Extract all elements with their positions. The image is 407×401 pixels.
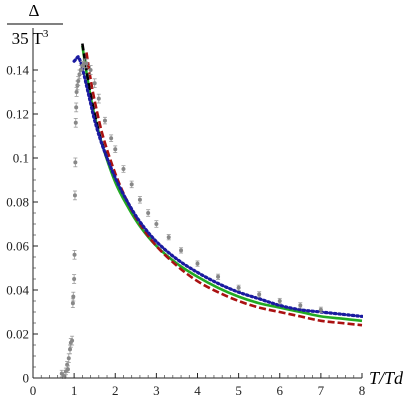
data-point: [137, 196, 142, 204]
data-point-marker: [216, 274, 221, 279]
data-point: [298, 302, 303, 309]
data-point: [109, 134, 114, 142]
data-point-marker: [71, 294, 76, 299]
data-point-marker: [154, 222, 159, 226]
y-tick-label: 0.06: [6, 239, 29, 254]
data-point: [277, 297, 282, 305]
y-tick-label: 0.12: [6, 107, 29, 122]
y-tick-label: 0.02: [6, 327, 29, 342]
data-point: [72, 274, 77, 284]
data-point: [154, 220, 159, 228]
data-point: [88, 65, 93, 75]
y-tick-label: 0: [23, 371, 30, 386]
data-point: [318, 306, 323, 313]
data-point-marker: [66, 356, 71, 361]
data-point: [113, 145, 118, 153]
data-point-marker: [96, 96, 101, 101]
data-point: [129, 180, 134, 189]
data-point-marker: [74, 105, 79, 110]
data-point-marker: [72, 252, 77, 257]
x-tick-label: 5: [235, 383, 242, 398]
data-point: [216, 273, 221, 280]
data-point-marker: [72, 277, 77, 281]
data-point-marker: [88, 68, 93, 72]
series-solid-curve-1: [81, 45, 363, 323]
data-point-marker: [113, 147, 118, 152]
data-point-marker: [73, 160, 78, 165]
series-layer: [59, 43, 363, 379]
data-point: [70, 335, 75, 346]
series-dashed-curve-4: [85, 52, 363, 327]
data-point: [65, 365, 70, 373]
data-point: [70, 298, 75, 309]
data-point-marker: [92, 81, 97, 86]
data-point: [102, 116, 107, 125]
data-point: [96, 93, 101, 104]
data-point: [84, 58, 89, 69]
x-axis-label: T/Td: [369, 368, 404, 388]
y-tick-label: 0.08: [6, 195, 29, 210]
data-point-marker: [70, 338, 75, 343]
data-point-marker: [73, 120, 78, 125]
data-point: [71, 291, 76, 302]
data-point: [73, 118, 78, 128]
data-point-marker: [65, 367, 70, 372]
x-tick-label: 1: [71, 383, 78, 398]
data-point-marker: [236, 285, 241, 290]
data-point-marker: [74, 90, 79, 94]
data-point-marker: [72, 193, 77, 198]
data-point: [257, 291, 262, 298]
data-point: [92, 78, 97, 88]
x-tick-label: 4: [194, 383, 201, 398]
x-tick-group: 0 1 2 3 4 5 6 7 8: [30, 373, 366, 398]
data-point: [73, 157, 78, 168]
data-point-marker: [70, 301, 75, 306]
data-point: [195, 260, 200, 267]
data-point-marker: [195, 261, 200, 266]
data-point: [72, 190, 77, 201]
data-point: [166, 234, 171, 241]
data-point: [68, 344, 73, 355]
y-label-denominator: 35 T3: [12, 28, 49, 48]
data-point: [74, 87, 79, 97]
data-point: [72, 249, 77, 260]
data-point-marker: [277, 299, 282, 303]
data-point: [121, 165, 126, 173]
x-tick-label: 2: [112, 383, 119, 398]
y-label-numerator: Δ: [29, 1, 40, 20]
y-tick-group: 0 0.02 0.04 0.06 0.08 0.1 0.12 0.14: [6, 63, 38, 386]
data-point-marker: [137, 197, 142, 202]
data-point: [74, 102, 79, 113]
data-point: [146, 209, 151, 217]
y-axis-label: Δ 35 T3: [7, 1, 63, 48]
data-point-marker: [257, 292, 262, 297]
data-point-marker: [166, 235, 171, 240]
data-point: [236, 284, 241, 291]
data-point-marker: [102, 118, 107, 123]
x-tick-label: 3: [153, 383, 160, 398]
data-point-marker: [84, 61, 89, 66]
data-point-marker: [76, 79, 81, 83]
data-point: [179, 247, 184, 254]
x-tick-label: 8: [359, 383, 366, 398]
data-point-marker: [298, 303, 303, 308]
data-point-marker: [109, 136, 114, 141]
data-point-marker: [179, 248, 184, 253]
y-tick-label: 0.04: [6, 283, 29, 298]
data-point-marker: [318, 307, 323, 312]
data-point-marker: [68, 347, 73, 352]
data-point-marker: [121, 167, 126, 171]
x-tick-label: 0: [30, 383, 37, 398]
series-dashed-curve-3: [81, 43, 109, 159]
y-tick-label: 0.1: [13, 151, 29, 166]
data-point-marker: [129, 182, 134, 187]
y-tick-label: 0.14: [6, 63, 29, 78]
x-tick-label: 6: [277, 383, 284, 398]
data-point-marker: [146, 211, 151, 215]
x-tick-label: 7: [318, 383, 325, 398]
y-label-exponent: 3: [43, 28, 49, 40]
